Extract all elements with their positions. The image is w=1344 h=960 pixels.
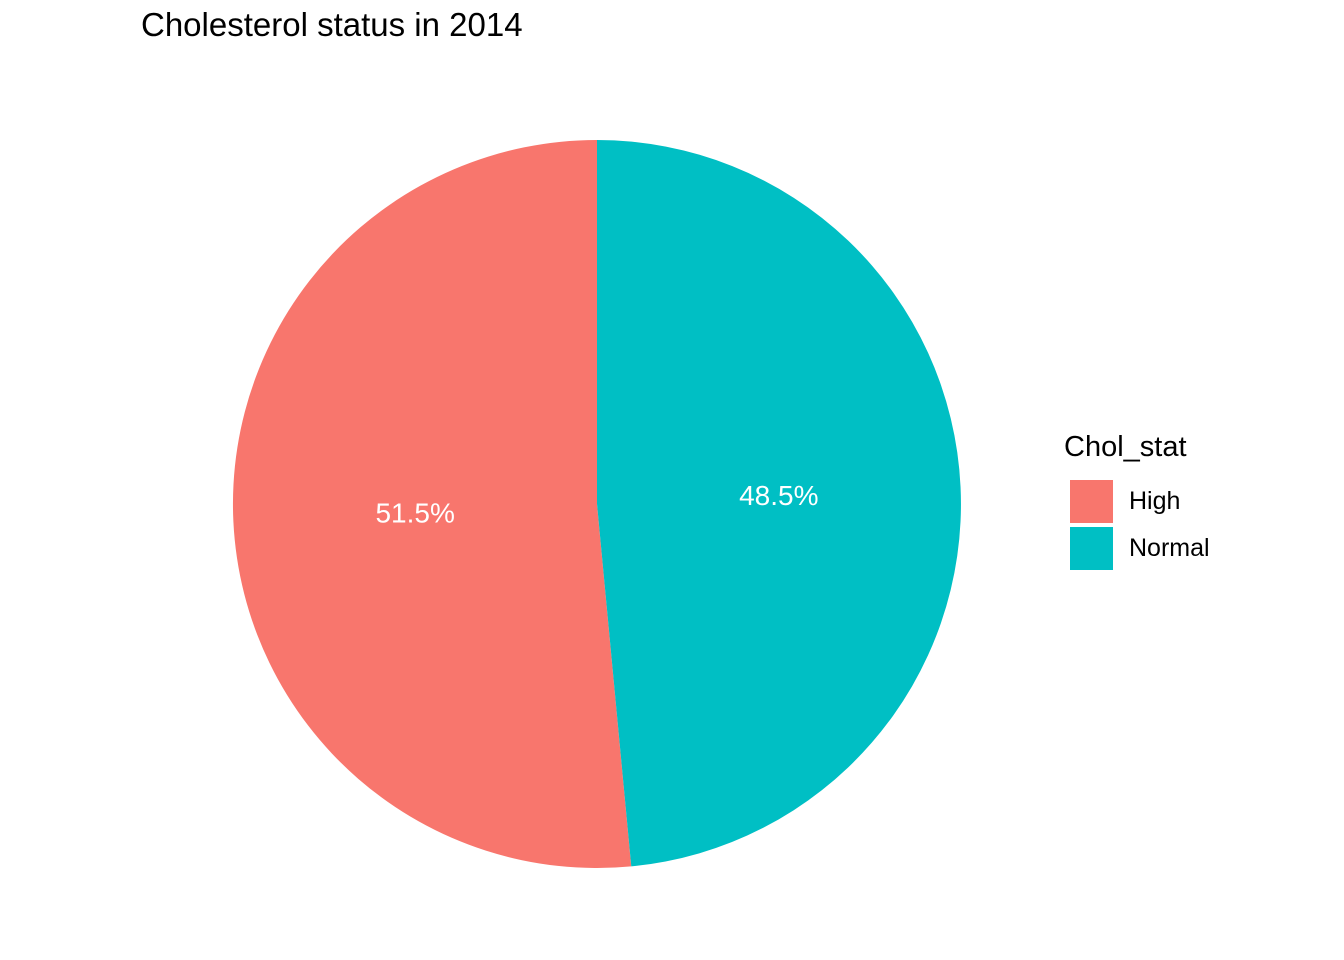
legend-item-normal: Normal: [1070, 527, 1210, 570]
legend-label-normal: Normal: [1129, 534, 1210, 562]
pie-slice-high: [232, 140, 632, 868]
legend: Chol_stat High Normal: [1064, 433, 1210, 574]
pie-slice-normal: [597, 140, 961, 867]
legend-item-high: High: [1070, 480, 1210, 523]
slice-label-high: 51.5%: [375, 497, 454, 528]
chart-title: Cholesterol status in 2014: [141, 6, 523, 43]
slice-label-normal: 48.5%: [739, 480, 818, 511]
legend-label-high: High: [1129, 487, 1181, 515]
legend-swatch-normal: [1070, 527, 1113, 570]
legend-swatch-high: [1070, 480, 1113, 523]
legend-title: Chol_stat: [1064, 431, 1187, 463]
